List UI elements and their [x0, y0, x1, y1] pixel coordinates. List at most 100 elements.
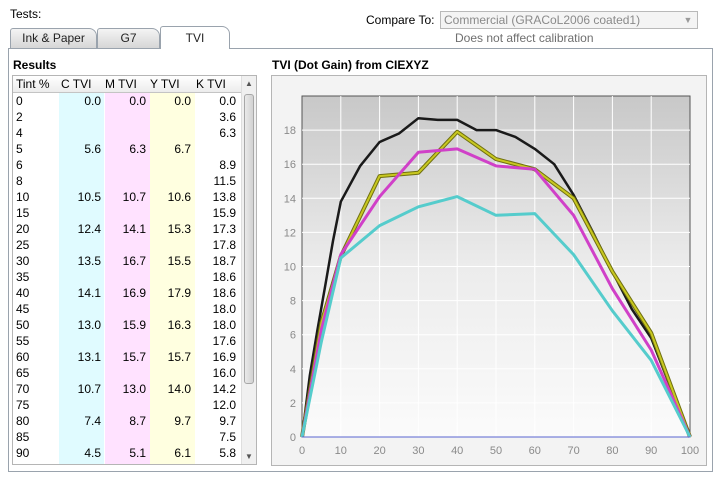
cell-c-tvi: 13.0	[77, 318, 101, 332]
results-table: Tint % C TVI M TVI Y TVI K TVI 0 0.0 0.0 0.…	[12, 75, 257, 465]
cell-m-tvi: 15.7	[122, 350, 146, 364]
cell-y-tvi: 16.3	[167, 318, 191, 332]
cell-y-tvi: 9.7	[174, 414, 191, 428]
cell-y-tvi: 17.9	[167, 286, 191, 300]
cell-y-tvi: 14.0	[167, 382, 191, 396]
cell-tint: 4	[16, 126, 23, 140]
cell-tint: 65	[16, 366, 30, 380]
cell-k-tvi: 11.5	[213, 174, 236, 188]
cell-m-tvi: 10.7	[122, 190, 146, 204]
cell-k-tvi: 5.8	[219, 446, 236, 460]
y-tick-label: 10	[284, 262, 296, 274]
compare-select-value: Commercial (GRACoL2006 coated1)	[444, 13, 641, 27]
table-header: Tint % C TVI M TVI Y TVI K TVI	[13, 76, 242, 93]
cell-m-tvi: 8.7	[129, 414, 146, 428]
cell-k-tvi: 7.5	[219, 430, 236, 444]
scrollbar-thumb[interactable]	[244, 94, 254, 384]
cell-tint: 40	[16, 286, 30, 300]
x-tick-label: 80	[606, 445, 618, 457]
y-tick-label: 12	[284, 227, 296, 239]
cell-k-tvi: 0.0	[219, 94, 236, 108]
cell-c-tvi: 5.6	[84, 142, 101, 156]
scroll-down-icon[interactable]: ▼	[245, 452, 253, 461]
cell-k-tvi: 16.0	[212, 366, 236, 380]
table-row: 50 13.0 15.9 16.3 18.0	[13, 317, 242, 333]
table-row: 75 12.0	[13, 397, 242, 413]
compare-note: Does not affect calibration	[455, 31, 594, 45]
table-row: 0 0.0 0.0 0.0 0.0	[13, 93, 242, 109]
cell-k-tvi: 8.9	[219, 158, 236, 172]
cell-m-tvi: 15.9	[122, 318, 146, 332]
x-tick-label: 10	[335, 445, 347, 457]
table-row: 70 10.7 13.0 14.0 14.2	[13, 381, 242, 397]
tab-g7[interactable]: G7	[97, 28, 160, 48]
x-tick-label: 0	[299, 445, 305, 457]
cell-c-tvi: 10.5	[77, 190, 101, 204]
x-tick-label: 50	[490, 445, 502, 457]
cell-y-tvi: 6.7	[174, 142, 191, 156]
c-tvi-line	[300, 195, 692, 438]
y-tick-label: 18	[284, 125, 296, 137]
chevron-down-icon[interactable]: ▼	[683, 15, 693, 25]
cell-tint: 10	[16, 190, 30, 204]
cell-k-tvi: 17.8	[212, 238, 236, 252]
cell-m-tvi: 5.1	[129, 446, 146, 460]
cell-tint: 45	[16, 302, 30, 316]
compare-select[interactable]: Commercial (GRACoL2006 coated1) ▼	[440, 11, 698, 29]
cell-tint: 6	[16, 158, 23, 172]
cell-tint: 5	[16, 142, 23, 156]
table-row: 35 18.6	[13, 269, 242, 285]
table-row: 25 17.8	[13, 237, 242, 253]
results-scrollbar[interactable]: ▲ ▼	[241, 76, 256, 464]
table-row: 80 7.4 8.7 9.7 9.7	[13, 413, 242, 429]
y-tick-label: 8	[290, 296, 296, 308]
table-row: 45 18.0	[13, 301, 242, 317]
cell-y-tvi: 0.0	[174, 94, 191, 108]
scroll-up-icon[interactable]: ▲	[245, 79, 253, 88]
cell-k-tvi: 13.8	[212, 190, 236, 204]
table-row: 4 6.3	[13, 125, 242, 141]
cell-k-tvi: 3.6	[219, 110, 236, 124]
cell-y-tvi: 15.7	[167, 350, 191, 364]
y-column-bg	[150, 93, 195, 464]
cell-m-tvi: 16.9	[122, 286, 146, 300]
cell-c-tvi: 14.1	[77, 286, 101, 300]
cell-tint: 50	[16, 318, 30, 332]
cell-m-tvi: 0.0	[129, 94, 146, 108]
cell-y-tvi: 15.5	[167, 254, 191, 268]
x-tick-label: 100	[681, 445, 699, 457]
cell-c-tvi: 12.4	[77, 222, 101, 236]
cell-c-tvi: 13.1	[77, 350, 101, 364]
y-tick-label: 0	[290, 432, 296, 444]
table-row: 30 13.5 16.7 15.5 18.7	[13, 253, 242, 269]
table-row: 10 10.5 10.7 10.6 13.8	[13, 189, 242, 205]
cell-tint: 8	[16, 174, 23, 188]
cell-m-tvi: 6.3	[129, 142, 146, 156]
cell-tint: 80	[16, 414, 30, 428]
cell-k-tvi: 17.6	[212, 334, 236, 348]
cell-tint: 20	[16, 222, 30, 236]
compare-label: Compare To:	[366, 13, 435, 27]
cell-k-tvi: 15.9	[212, 206, 236, 220]
y-tick-label: 2	[290, 398, 296, 410]
cell-k-tvi: 18.0	[212, 302, 236, 316]
cell-c-tvi: 0.0	[84, 94, 101, 108]
c-column-bg	[59, 93, 104, 464]
tab-ink-paper[interactable]: Ink & Paper	[10, 28, 97, 48]
x-tick-label: 70	[567, 445, 579, 457]
tab-tvi[interactable]: TVI	[160, 26, 230, 49]
col-header-y: Y TVI	[150, 77, 180, 91]
col-header-m: M TVI	[105, 77, 137, 91]
cell-k-tvi: 16.9	[212, 350, 236, 364]
col-header-c: C TVI	[61, 77, 92, 91]
table-row: 85 7.5	[13, 429, 242, 445]
cell-c-tvi: 7.4	[84, 414, 101, 428]
cell-k-tvi: 14.2	[212, 382, 236, 396]
cell-tint: 0	[16, 94, 23, 108]
results-title: Results	[13, 58, 57, 72]
x-tick-label: 90	[645, 445, 657, 457]
cell-tint: 90	[16, 446, 30, 460]
table-body: 0 0.0 0.0 0.0 0.0 2 3.6 4 6.3 5 5.6 6.3 6.7 6 8.9 8 11.5…	[13, 93, 242, 461]
tvi-chart-svg: 0 2 4 6 8 10 12 14 16 18 0 10 20 30 40 50 60 70 80 90 100	[284, 95, 699, 457]
cell-tint: 2	[16, 110, 23, 124]
